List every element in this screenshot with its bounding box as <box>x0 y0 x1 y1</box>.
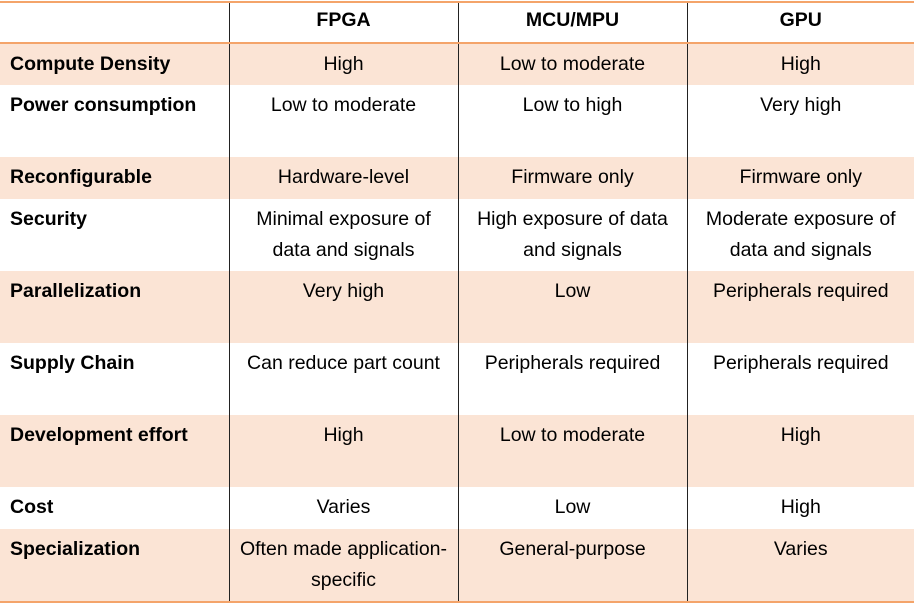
row-label: Reconfigurable <box>0 157 229 199</box>
cell-mcu-mpu: Peripherals required <box>457 343 687 415</box>
table-row: Development effort High Low to moderate Hig… <box>0 415 914 487</box>
cell-mcu-mpu: Low <box>457 271 687 343</box>
cell-fpga: Low to moderate <box>228 85 458 157</box>
cell-mcu-mpu: Low to moderate <box>457 43 687 85</box>
header-fpga: FPGA <box>228 1 458 44</box>
cell-gpu: Varies <box>686 529 914 603</box>
cell-mcu-mpu: Low to high <box>457 85 687 157</box>
cell-mcu-mpu: Firmware only <box>457 157 687 199</box>
row-label: Development effort <box>0 415 229 487</box>
cell-fpga: High <box>228 43 458 85</box>
header-row: FPGA MCU/MPU GPU <box>0 1 914 44</box>
cell-gpu: Peripherals required <box>686 343 914 415</box>
cell-gpu: High <box>686 487 914 529</box>
cell-fpga: Minimal exposure of data and signals <box>228 199 458 271</box>
cell-mcu-mpu: Low <box>457 487 687 529</box>
cell-fpga: Often made application-specific <box>228 529 458 603</box>
cell-gpu: Moderate exposure of data and signals <box>686 199 914 271</box>
row-label: Cost <box>10 496 54 518</box>
table-row: Security Minimal exposure of data and sig… <box>0 199 914 271</box>
cell-mcu-mpu: High exposure of data and signals <box>457 199 687 271</box>
row-label: Supply Chain <box>10 352 135 374</box>
cell-mcu-mpu: Low to moderate <box>457 415 687 487</box>
cell-fpga: Very high <box>228 271 458 343</box>
table-row: Specialization Often made application-spe… <box>0 529 914 603</box>
header-empty <box>0 1 229 44</box>
cell-fpga: Hardware-level <box>228 157 458 199</box>
header-mcu-mpu: MCU/MPU <box>457 1 687 44</box>
table-row: Cost Varies Low High <box>0 487 914 529</box>
cell-fpga: Can reduce part count <box>228 343 458 415</box>
table-row: Power consumption Low to moderate Low to h… <box>0 85 914 157</box>
cell-gpu: High <box>686 415 914 487</box>
row-label: Security <box>10 208 87 230</box>
cell-gpu: High <box>686 43 914 85</box>
table-row: Compute Density High Low to moderate High <box>0 43 914 85</box>
table-row: Supply Chain Can reduce part count Periphe… <box>0 343 914 415</box>
row-label: Compute Density <box>0 43 229 85</box>
cell-gpu: Peripherals required <box>686 271 914 343</box>
cell-fpga: Varies <box>228 487 458 529</box>
cell-mcu-mpu: General-purpose <box>457 529 687 603</box>
header-gpu: GPU <box>686 1 914 44</box>
cell-fpga: High <box>228 415 458 487</box>
table-row: Reconfigurable Hardware-level Firmware onl… <box>0 157 914 199</box>
table-row: Parallelization Very high Low Peripherals r… <box>0 271 914 343</box>
row-label: Power consumption <box>10 94 197 116</box>
cell-gpu: Very high <box>686 85 914 157</box>
row-label: Parallelization <box>0 271 229 343</box>
row-label: Specialization <box>0 529 229 603</box>
cell-gpu: Firmware only <box>686 157 914 199</box>
